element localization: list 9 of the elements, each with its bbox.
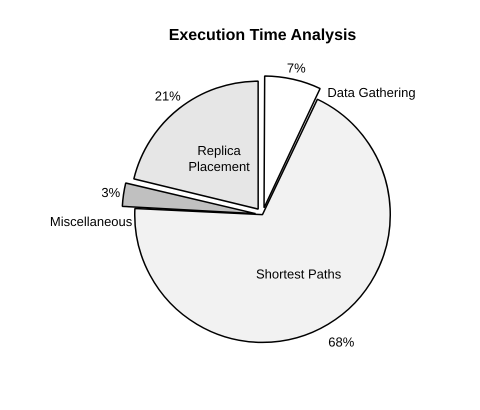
slice-label: Data Gathering: [327, 84, 416, 100]
slice-label: Miscellaneous: [50, 214, 133, 229]
data-label: 7%: [286, 60, 306, 76]
data-label: 68%: [328, 334, 355, 350]
chart-title: Execution Time Analysis: [168, 27, 356, 44]
slice-label: Replica Placement: [188, 142, 250, 174]
slice-label: Shortest Paths: [256, 266, 342, 282]
data-label: 3%: [101, 184, 121, 200]
data-label: 21%: [154, 88, 182, 104]
